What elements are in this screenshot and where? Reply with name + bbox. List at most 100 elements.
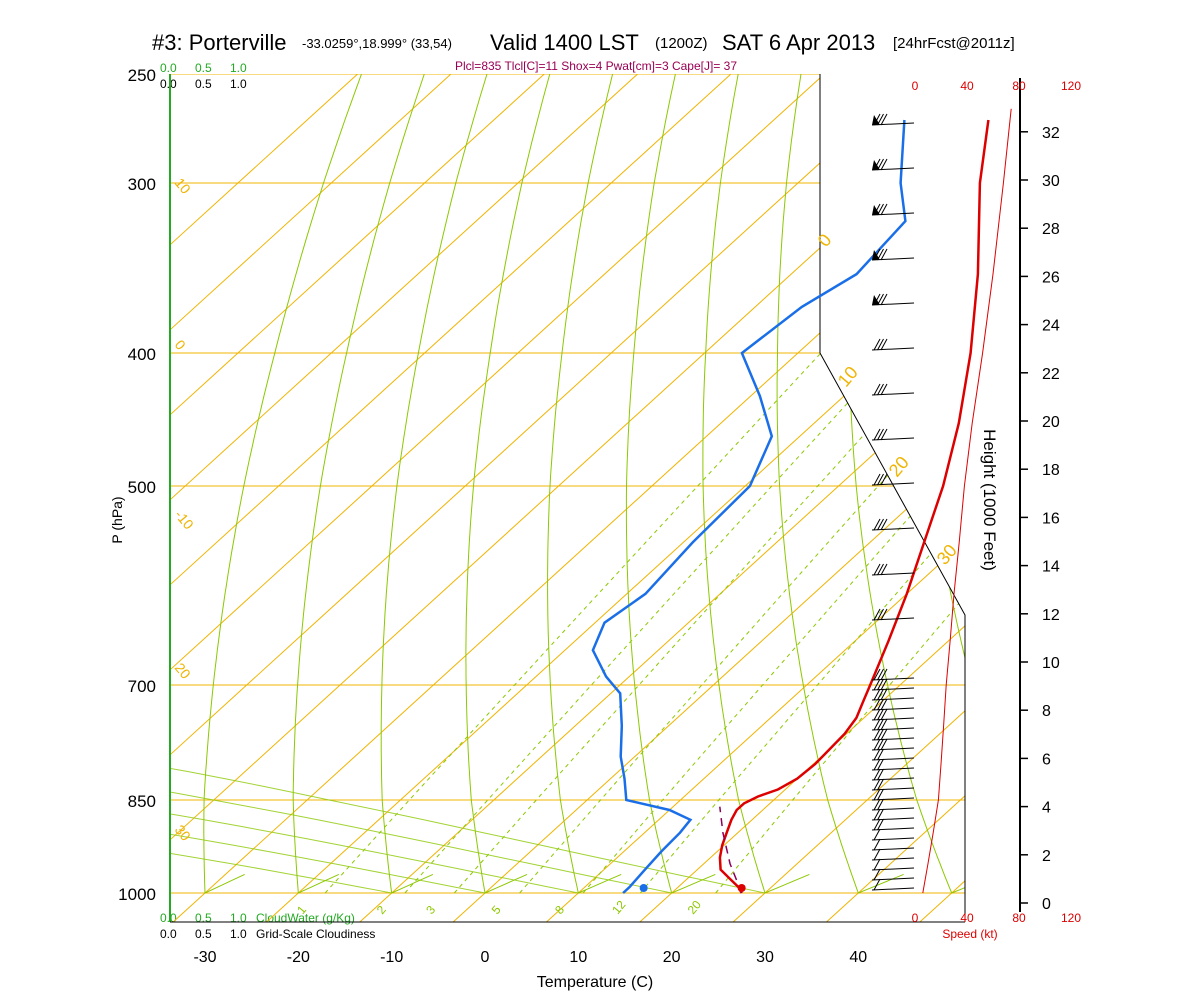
wind-barb-flag: [873, 878, 881, 891]
speed-tick-label-bottom: 0: [912, 911, 919, 925]
wind-barb-shaft: [871, 717, 915, 721]
wind-barb-flag: [873, 563, 881, 576]
wind-barb-shaft: [871, 437, 915, 441]
wind-barb-flag: [880, 738, 888, 751]
wind-barb-flag: [880, 708, 888, 721]
wind-barb-flag: [877, 428, 884, 441]
dry-adiabat-line: [848, 74, 965, 894]
title-coords: -33.0259°,18.999° (33,54): [302, 36, 452, 51]
wind-barb-shaft: [871, 572, 915, 576]
wind-barb-flag: [873, 798, 881, 811]
cloudwater-top-tick: 1.0: [230, 61, 247, 75]
wind-barb-flag: [873, 808, 881, 821]
wind-barb-shaft: [871, 392, 915, 396]
wind-barb-flag: [873, 473, 881, 486]
wind-barb-flag: [873, 858, 881, 871]
dry-adiabat-line: [380, 74, 488, 894]
plot-boundary: [819, 74, 966, 922]
wind-barb-flag: [877, 738, 884, 751]
speed-tick-label-top: 0: [912, 79, 919, 93]
mixing-ratio-line: [639, 352, 965, 894]
wind-barb-flag: [880, 203, 888, 216]
title-station: #3: Porterville: [152, 30, 287, 55]
height-tick-label: 18: [1042, 462, 1060, 479]
mixing-ratio-line: [404, 352, 894, 894]
mixing-ratio-label: 20: [685, 897, 705, 916]
wind-barb-flag: [873, 668, 881, 681]
dry-adiabat-line: [702, 74, 810, 894]
wind-barb-flag: [880, 688, 888, 701]
wind-barb-flag: [873, 748, 881, 761]
cloudiness-top-tick: 1.0: [230, 77, 247, 91]
speed-tick-label-bottom: 40: [960, 911, 974, 925]
wind-barb-flag: [877, 818, 884, 831]
wind-barb-shaft: [871, 777, 915, 781]
dry-adiabat-line: [292, 74, 425, 894]
isotherm-line: [170, 74, 452, 922]
height-tick-label: 20: [1042, 414, 1060, 431]
adiabat-label: 0: [814, 230, 836, 251]
pressure-tick-label: 850: [128, 792, 156, 811]
wind-barb-shaft: [871, 877, 915, 881]
wind-barb-shaft: [871, 837, 915, 841]
dry-adiabat-line: [1051, 74, 1200, 893]
pressure-tick-label: 700: [128, 677, 156, 696]
surface-dewpoint-marker: [639, 884, 648, 892]
mixing-ratio-line: [453, 352, 939, 894]
wind-barb-flag: [877, 668, 884, 681]
adiabat-label: 10: [172, 175, 194, 197]
wind-barb-flag: [880, 158, 888, 171]
isotherm-line: [170, 74, 638, 922]
pressure-tick-label: 1000: [118, 885, 156, 904]
wind-barb-flag: [877, 563, 884, 576]
mixing-ratio-line: [324, 352, 822, 894]
wind-barb-flag: [877, 728, 884, 741]
pressure-tick-label: 250: [128, 66, 156, 85]
speed-tick-label-top: 80: [1012, 79, 1026, 93]
moist-adiabat-line: [170, 709, 672, 894]
wind-barb-flag: [873, 608, 881, 621]
wind-barb-pennant: [872, 160, 880, 170]
adiabat-label: -10: [172, 507, 197, 533]
wind-barb-flag: [880, 563, 888, 576]
isotherm-line: [266, 74, 965, 922]
wind-barb-shaft: [871, 857, 915, 861]
speed-tick-label-bottom: 80: [1012, 911, 1026, 925]
wind-barb-flag: [880, 428, 888, 441]
wind-barb-flag: [873, 838, 881, 851]
mixing-ratio-label: 5: [489, 903, 504, 917]
cloudwater-top-tick: 0.0: [160, 61, 177, 75]
wind-barb-flag: [877, 688, 884, 701]
speed-tick-label-top: 120: [1061, 79, 1081, 93]
wind-barb-flag: [880, 678, 888, 691]
wind-barb-flag: [873, 828, 881, 841]
wind-barb-flag: [873, 848, 881, 861]
wind-speed-profile: [922, 108, 1012, 894]
wind-barb-shaft: [871, 677, 915, 681]
height-axis-title: Height (1000 Feet): [980, 429, 999, 571]
wind-barb-flag: [873, 688, 881, 701]
wind-barb-flag: [873, 718, 881, 731]
wind-barb-flag: [877, 698, 884, 711]
adiabat-label: 30: [172, 822, 194, 844]
adiabat-label: 20: [172, 660, 194, 682]
dry-adiabat-line: [776, 74, 904, 894]
cloudiness-top-tick: 0.0: [160, 77, 177, 91]
wind-barb-shaft: [871, 687, 915, 691]
wind-barb-shaft: [871, 887, 915, 891]
axes-layer: -30 -20 -10 0 10 20 30 402503004005007008501000…: [118, 66, 1081, 966]
wind-barb-shaft: [871, 527, 915, 531]
mixing-ratio-label: 2: [374, 903, 389, 917]
wind-barb-flag: [877, 748, 884, 761]
dry-adiabat-line: [203, 74, 362, 894]
dry-adiabat-line: [625, 74, 716, 894]
wind-barb-shaft: [871, 737, 915, 741]
x-tick-label: 0: [481, 949, 490, 966]
wind-barb-flag: [873, 708, 881, 721]
x-tick-label: 10: [569, 949, 587, 966]
wind-barb-flag: [877, 718, 884, 731]
wind-barb-flag: [877, 383, 884, 396]
mixing-ratio-label: 12: [609, 897, 629, 916]
cloudiness-bottom-tick: 0.5: [195, 927, 212, 941]
height-tick-label: 4: [1042, 800, 1051, 817]
